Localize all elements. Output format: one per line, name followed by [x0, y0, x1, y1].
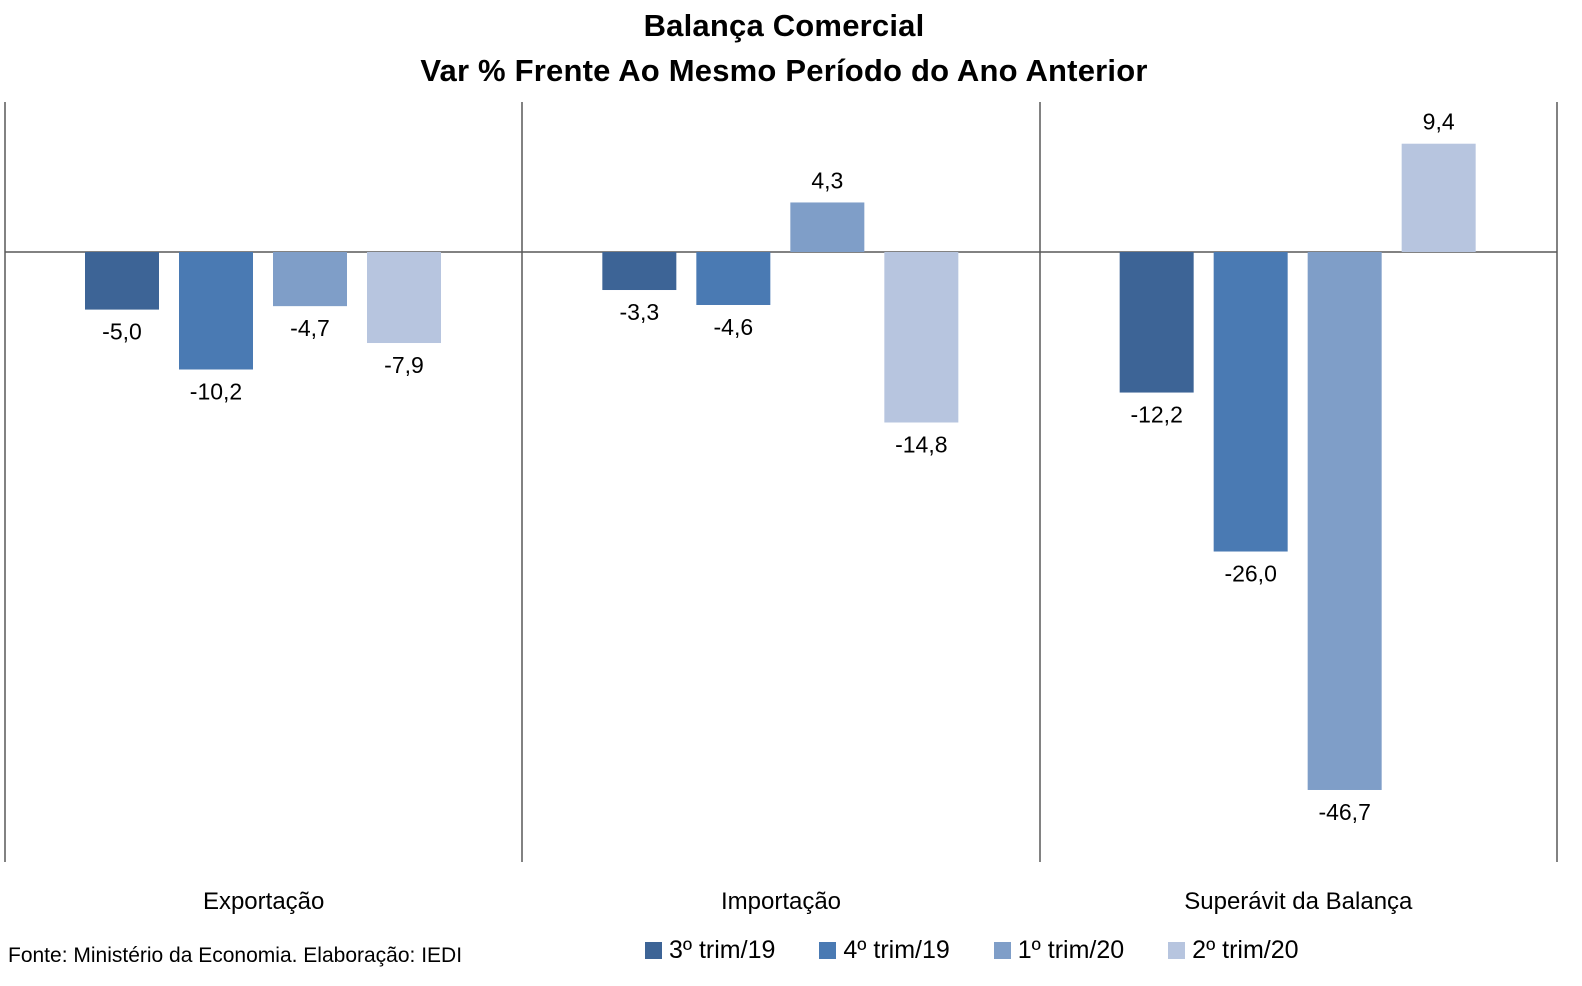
legend-swatch [1168, 942, 1186, 959]
data-label: -7,9 [384, 352, 424, 378]
bar [367, 252, 441, 344]
data-label: -12,2 [1130, 402, 1182, 428]
chart-subtitle: Var % Frente Ao Mesmo Período do Ano Ant… [420, 53, 1148, 88]
data-label: -10,2 [190, 379, 242, 405]
data-label: 9,4 [1423, 109, 1455, 135]
legend-swatch [993, 942, 1011, 959]
source-note: Fonte: Ministério da Economia. Elaboraçã… [8, 944, 463, 967]
legend-item: 3º trim/19 [645, 936, 775, 965]
legend-item: 4º trim/19 [819, 936, 950, 965]
bar [1307, 252, 1382, 790]
bar [1401, 143, 1476, 252]
legend-swatch [819, 942, 837, 959]
bar [884, 252, 959, 423]
bar [696, 252, 771, 305]
data-label: -14,8 [895, 431, 947, 457]
data-label: -3,3 [620, 299, 660, 325]
data-label: -26,0 [1224, 561, 1276, 587]
bar [1213, 252, 1288, 552]
legend-label: 2º trim/20 [1192, 936, 1299, 964]
bar [85, 252, 159, 310]
bar [1119, 252, 1194, 393]
category-label: Superávit da Balança [1184, 888, 1413, 915]
bar [273, 252, 347, 307]
legend: 3º trim/19 4º trim/19 1º trim/20 2º trim/20 [645, 936, 1299, 965]
data-label: -4,6 [714, 314, 754, 340]
legend-item: 2º trim/20 [1168, 936, 1299, 965]
chart-title: Balança Comercial [643, 8, 925, 43]
data-label: -46,7 [1318, 799, 1370, 825]
bar [790, 202, 865, 252]
legend-label: 3º trim/19 [669, 936, 776, 964]
category-label: Importação [721, 888, 841, 915]
data-label: -4,7 [290, 315, 330, 341]
bar-chart: -5,0 -10,2 -4,7 -7,9 Exportação -3,3 -4,6 4,3 -1… [4, 102, 1558, 915]
legend-label: 4º trim/19 [843, 936, 950, 964]
data-label: -5,0 [102, 319, 142, 345]
legend-label: 1º trim/20 [1017, 936, 1125, 964]
legend-swatch [645, 942, 662, 959]
legend-item: 1º trim/20 [993, 936, 1125, 965]
data-label: 4,3 [811, 167, 843, 193]
category-label: Exportação [203, 888, 324, 915]
bar [602, 252, 677, 291]
bar [179, 252, 253, 370]
